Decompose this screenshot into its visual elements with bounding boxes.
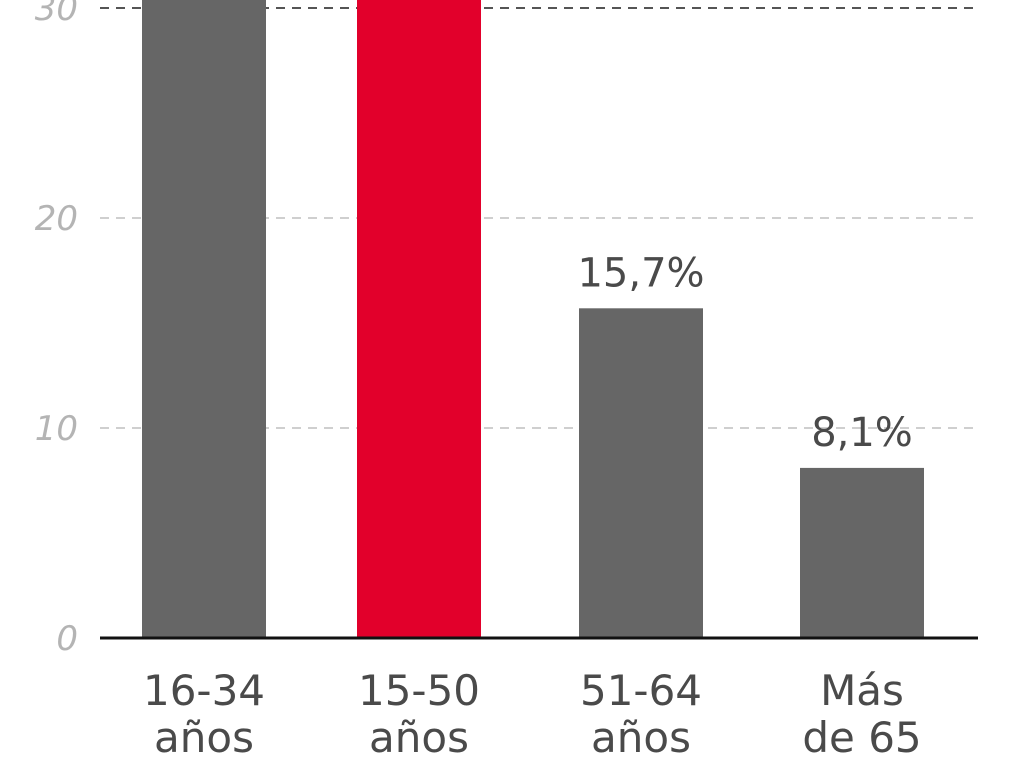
y-tick-label: 10 xyxy=(35,409,78,449)
bar-1 xyxy=(142,0,266,638)
x-tick-label: 16-34 xyxy=(143,666,265,715)
x-tick-label: de 65 xyxy=(802,713,921,762)
x-tick-label: años xyxy=(369,713,469,762)
y-tick-label: 30 xyxy=(35,0,78,29)
y-tick-label: 0 xyxy=(56,619,78,659)
x-tick-label: 15-50 xyxy=(358,666,480,715)
bar-3 xyxy=(579,308,703,638)
x-tick-label: 51-64 xyxy=(580,666,702,715)
x-tick-label: años xyxy=(154,713,254,762)
bar-4 xyxy=(800,467,924,638)
bar-2 xyxy=(357,0,481,638)
data-label: 8,1% xyxy=(811,410,913,456)
y-tick-label: 20 xyxy=(35,199,78,239)
bars xyxy=(142,0,924,638)
data-labels: 15,7% 8,1% xyxy=(577,250,912,456)
data-label: 15,7% xyxy=(577,250,704,296)
x-tick-label: Más xyxy=(820,666,904,715)
x-tick-label: años xyxy=(591,713,691,762)
